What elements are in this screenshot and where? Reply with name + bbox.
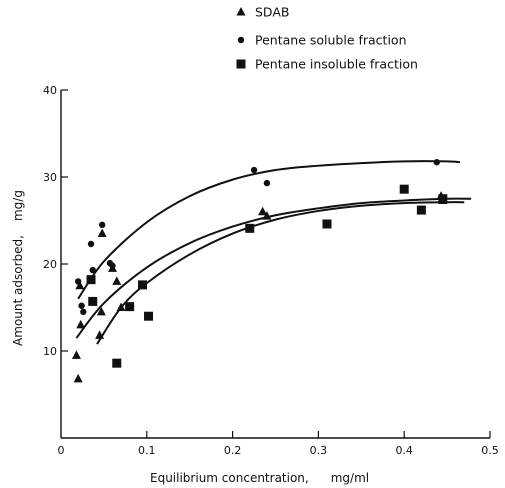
square-data-point <box>86 275 96 285</box>
square-data-point <box>88 296 98 306</box>
square-data-point <box>416 205 426 215</box>
y-tick-label: 20 <box>43 258 57 271</box>
circle-data-point <box>109 262 116 269</box>
square-data-point <box>125 302 135 312</box>
data-points <box>71 159 448 383</box>
circle-data-point <box>89 266 96 274</box>
circle-data-point <box>78 302 85 309</box>
triangle-data-point <box>76 319 86 329</box>
legend-label: Pentane insoluble fraction <box>255 57 418 72</box>
x-tick-label: 0.2 <box>224 444 242 457</box>
fit-curve-circle <box>77 160 461 300</box>
axes <box>60 90 490 439</box>
legend-label: Pentane soluble fraction <box>255 33 407 48</box>
square-data-point <box>245 223 255 233</box>
circle-data-point <box>87 240 95 248</box>
x-ticks: 0 0.1 0.2 0.3 0.4 0.5 <box>58 431 499 457</box>
y-tick-label: 10 <box>43 345 57 358</box>
triangle-data-point <box>75 280 85 290</box>
legend-marker-circle <box>237 36 245 44</box>
x-tick-label: 0 <box>58 444 65 457</box>
x-axis-label: Equilibrium concentration, mg/ml <box>150 471 369 485</box>
triangle-data-point <box>96 306 106 316</box>
x-tick-label: 0.3 <box>310 444 328 457</box>
x-tick-label: 0.1 <box>138 444 156 457</box>
triangle-data-point <box>112 276 122 285</box>
legend: SDAB Pentane soluble fraction Pentane inso… <box>236 5 418 72</box>
triangle-data-point <box>95 330 105 339</box>
legend-marker-triangle <box>236 7 246 16</box>
square-data-point <box>112 358 122 368</box>
y-tick-label: 30 <box>43 171 57 184</box>
circle-data-point <box>250 166 258 174</box>
square-data-point <box>438 194 448 204</box>
x-tick-label: 0.5 <box>481 444 499 457</box>
triangle-data-point <box>97 228 107 238</box>
square-data-point <box>399 184 409 194</box>
triangle-data-point <box>71 350 81 359</box>
circle-data-point <box>98 221 106 229</box>
square-data-point <box>138 280 148 290</box>
x-tick-label: 0.4 <box>395 444 413 457</box>
square-data-point <box>144 311 154 321</box>
legend-label: SDAB <box>255 5 289 20</box>
y-axis-label: Amount adsorbed,mg/g <box>11 190 25 346</box>
fit-curves <box>75 160 472 345</box>
triangle-data-point <box>262 211 272 220</box>
circle-data-point <box>433 159 441 166</box>
square-data-point <box>322 219 332 229</box>
circle-data-point <box>80 308 87 316</box>
legend-marker-square <box>236 59 246 69</box>
y-ticks: 10 20 30 40 <box>43 84 68 358</box>
fit-curve-square <box>96 201 465 345</box>
triangle-data-point <box>73 373 83 383</box>
triangle-data-point <box>258 206 268 216</box>
fit-curve-triangle <box>75 197 472 339</box>
y-tick-label: 40 <box>43 84 57 97</box>
circle-data-point <box>263 179 271 187</box>
circle-data-point <box>74 278 82 285</box>
triangle-data-point <box>116 302 126 311</box>
